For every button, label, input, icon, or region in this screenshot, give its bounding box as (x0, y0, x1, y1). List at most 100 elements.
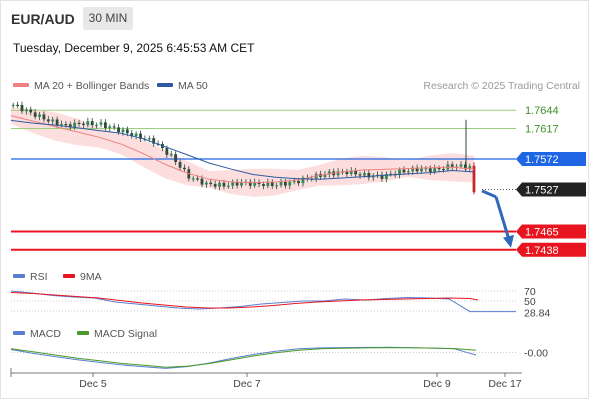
candle-body (99, 122, 103, 125)
candle-body (51, 119, 55, 122)
candle-body (64, 124, 68, 126)
rsi-legend-label: RSI (30, 271, 48, 283)
rsi-last-value: 28.84 (524, 308, 550, 320)
candle-body (428, 168, 432, 173)
candle-body (240, 182, 243, 186)
ma50-legend-label: MA 50 (178, 80, 208, 92)
candle-body (424, 168, 428, 170)
rsi-level-label: 50 (524, 296, 536, 308)
candle-body (73, 122, 77, 128)
candle-body (226, 185, 230, 187)
x-tick-label: Dec 17 (488, 378, 521, 390)
candle-body (38, 114, 41, 117)
candle-body (284, 181, 287, 186)
macd-signal-line (10, 347, 477, 368)
rsi-ma-line (10, 292, 479, 309)
ma50-line (10, 119, 475, 180)
candle-body (178, 162, 182, 168)
projection-arrow-shaft-2 (494, 196, 511, 241)
candle-body (16, 104, 19, 107)
candle-body (42, 114, 46, 120)
candle-body (117, 127, 120, 133)
candle-body (442, 168, 445, 171)
candle-body (134, 133, 138, 137)
candle-body (464, 164, 467, 170)
drop-candle (472, 165, 476, 193)
bollinger-band (11, 107, 474, 197)
candle-body (174, 154, 178, 163)
resistance-label: 1.7617 (525, 124, 559, 136)
projection-arrow-head (503, 234, 514, 248)
candle-body (358, 174, 362, 176)
macd-swatch (13, 331, 25, 336)
macd-signal-swatch (77, 331, 89, 336)
candle-body (213, 184, 217, 187)
candle-body (253, 181, 257, 186)
x-tick-label: Dec 9 (423, 378, 451, 390)
candle-body (218, 182, 221, 187)
legend-rsi-ma: 9MA (63, 271, 102, 283)
candle-body (275, 185, 279, 187)
candle-body (24, 109, 28, 112)
legend-rsi: RSI (13, 271, 48, 283)
macd-legend-label: MACD (30, 328, 61, 340)
candle-body (235, 181, 239, 186)
timeframe-button[interactable]: 30 MIN (83, 7, 133, 30)
ma20-legend-label: MA 20 + Bollinger Bands (34, 80, 150, 92)
chart-header: EUR/AUD 30 MIN Tuesday, December 9, 2025… (0, 0, 590, 70)
candle-body (323, 174, 327, 177)
rsi-swatch (13, 274, 25, 279)
candle-body (398, 169, 401, 176)
candle-body (345, 171, 349, 175)
candle-body (257, 181, 261, 185)
level-tag-support (516, 224, 586, 239)
candle-body (459, 164, 463, 167)
candle-body (411, 167, 415, 172)
level-label-pivot: 1.7572 (525, 154, 559, 166)
candle-body (46, 119, 50, 122)
resistance-label: 1.7644 (525, 105, 559, 117)
level-tag-support (516, 242, 586, 257)
candle-body (420, 168, 423, 172)
candle-body (402, 169, 406, 173)
candle-body (55, 119, 59, 126)
candle-body (406, 171, 410, 173)
candle-body (95, 124, 99, 126)
candle-body (231, 181, 235, 186)
level-tag-pivot (516, 152, 586, 167)
candle-body (169, 154, 173, 156)
candle-body (165, 148, 169, 155)
level-label-last: 1.7527 (525, 185, 559, 197)
candle-body (367, 172, 371, 178)
candle-body (222, 182, 226, 187)
candle-body (266, 182, 270, 187)
candle-body (204, 182, 208, 185)
x-tick-label: Dec 5 (79, 378, 107, 390)
legend-ma20: MA 20 + Bollinger Bands (13, 80, 149, 92)
ma20-swatch (13, 83, 29, 88)
x-tick-label: Dec 7 (233, 378, 261, 390)
candle-body (103, 122, 107, 129)
candle-body (415, 167, 419, 172)
symbol-title: EUR/AUD (11, 11, 75, 27)
candle-body (152, 138, 156, 144)
candle-body (125, 129, 129, 134)
candle-body (200, 178, 204, 185)
macd-signal-legend-label: MACD Signal (94, 328, 158, 340)
candle-body (108, 126, 112, 129)
candle-body (389, 173, 393, 176)
candle-body (270, 182, 274, 186)
macd-last-value: -0.00 (524, 348, 548, 360)
projection-arrow-shaft-1 (481, 189, 497, 199)
candle-body (33, 112, 37, 117)
candle-body (11, 104, 15, 107)
level-label-support: 1.7465 (525, 227, 559, 239)
candle-body (191, 178, 195, 180)
rsi-level-label: 70 (524, 286, 536, 298)
candle-body (90, 121, 94, 126)
candle-body (209, 182, 213, 185)
level-label-support: 1.7438 (525, 245, 559, 257)
candle-body (327, 171, 331, 175)
